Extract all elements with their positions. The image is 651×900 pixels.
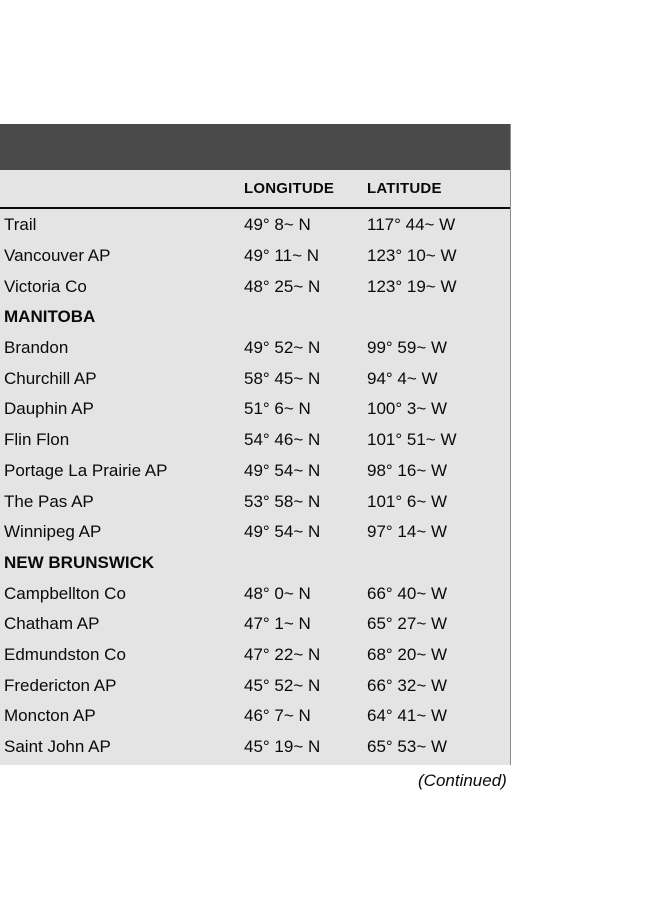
longitude-cell: 49° 52~ N bbox=[244, 338, 321, 358]
longitude-cell: 45° 52~ N bbox=[244, 675, 321, 695]
table-row: Winnipeg AP 49° 54~ N 97° 14~ W bbox=[0, 517, 510, 548]
section-header-label: NEW BRUNSWICK bbox=[4, 552, 155, 572]
table-row: Churchill AP 58° 45~ N 94° 4~ W bbox=[0, 363, 510, 394]
latitude-cell: 64° 41~ W bbox=[367, 706, 448, 726]
table-row: Edmundston Co 47° 22~ N 68° 20~ W bbox=[0, 640, 510, 671]
table-row: Saint John AP 45° 19~ N 65° 53~ W bbox=[0, 732, 510, 763]
latitude-cell: 65° 27~ W bbox=[367, 614, 448, 634]
city-cell: Vancouver AP bbox=[4, 246, 111, 266]
latitude-cell: 66° 40~ W bbox=[367, 583, 448, 603]
section-row-manitoba: MANITOBA bbox=[0, 302, 510, 333]
table-row: Trail 49° 8~ N 117° 44~ W bbox=[0, 210, 510, 241]
longitude-cell: 49° 8~ N bbox=[244, 215, 311, 235]
latitude-cell: 66° 32~ W bbox=[367, 675, 448, 695]
latitude-cell: 65° 53~ W bbox=[367, 737, 448, 757]
table-row: Campbellton Co 48° 0~ N 66° 40~ W bbox=[0, 578, 510, 609]
city-cell: Saint John AP bbox=[4, 737, 111, 757]
city-cell: Churchill AP bbox=[4, 368, 97, 388]
table-grid: LONGITUDE LATITUDE Trail 49° 8~ N 117° 4… bbox=[0, 170, 511, 766]
city-cell: Flin Flon bbox=[4, 430, 70, 450]
city-cell: The Pas AP bbox=[4, 491, 94, 511]
longitude-cell: 48° 25~ N bbox=[244, 276, 321, 296]
city-cell: Campbellton Co bbox=[4, 583, 126, 603]
city-cell: Winnipeg AP bbox=[4, 522, 102, 542]
table-row: Victoria Co 48° 25~ N 123° 19~ W bbox=[0, 271, 510, 302]
latitude-cell: 100° 3~ W bbox=[367, 399, 448, 419]
table-title-bar bbox=[0, 124, 511, 170]
latitude-cell: 117° 44~ W bbox=[367, 215, 456, 235]
table-row: Vancouver AP 49° 11~ N 123° 10~ W bbox=[0, 241, 510, 272]
longitude-cell: 49° 54~ N bbox=[244, 522, 321, 542]
table-row: Brandon 49° 52~ N 99° 59~ W bbox=[0, 333, 510, 364]
latitude-cell: 98° 16~ W bbox=[367, 460, 448, 480]
continued-label: (Continued) bbox=[418, 771, 507, 790]
longitude-cell: 49° 11~ N bbox=[244, 246, 320, 266]
section-row-new-brunswick: NEW BRUNSWICK bbox=[0, 548, 510, 579]
latitude-cell: 99° 59~ W bbox=[367, 338, 448, 358]
latitude-cell: 94° 4~ W bbox=[367, 368, 438, 388]
longitude-cell: 47° 22~ N bbox=[244, 644, 321, 664]
city-cell: Edmundston Co bbox=[4, 644, 126, 664]
latitude-cell: 101° 6~ W bbox=[367, 491, 448, 511]
city-cell: Dauphin AP bbox=[4, 399, 94, 419]
table-row: The Pas AP 53° 58~ N 101° 6~ W bbox=[0, 486, 510, 517]
table-row: Fredericton AP 45° 52~ N 66° 32~ W bbox=[0, 670, 510, 701]
column-header-longitude: LONGITUDE bbox=[244, 180, 335, 197]
city-cell: Chatham AP bbox=[4, 614, 100, 634]
longitude-cell: 46° 7~ N bbox=[244, 706, 311, 726]
latitude-cell: 97° 14~ W bbox=[367, 522, 448, 542]
city-cell: Portage La Prairie AP bbox=[4, 460, 168, 480]
table-header-row: LONGITUDE LATITUDE bbox=[0, 170, 510, 209]
city-cell: Brandon bbox=[4, 338, 69, 358]
city-cell: Fredericton AP bbox=[4, 675, 117, 695]
longitude-cell: 45° 19~ N bbox=[244, 737, 321, 757]
table-body: Trail 49° 8~ N 117° 44~ W Vancouver AP 4… bbox=[0, 209, 510, 765]
section-header-label: MANITOBA bbox=[4, 307, 96, 327]
longitude-cell: 53° 58~ N bbox=[244, 491, 321, 511]
longitude-cell: 47° 1~ N bbox=[244, 614, 311, 634]
city-cell: Trail bbox=[4, 215, 37, 235]
station-coordinates-table: LONGITUDE LATITUDE Trail 49° 8~ N 117° 4… bbox=[0, 124, 511, 766]
table-row: Chatham AP 47° 1~ N 65° 27~ W bbox=[0, 609, 510, 640]
latitude-cell: 101° 51~ W bbox=[367, 430, 457, 450]
latitude-cell: 123° 10~ W bbox=[367, 246, 457, 266]
latitude-cell: 123° 19~ W bbox=[367, 276, 457, 296]
city-cell: Moncton AP bbox=[4, 706, 96, 726]
table-row: Dauphin AP 51° 6~ N 100° 3~ W bbox=[0, 394, 510, 425]
latitude-cell: 68° 20~ W bbox=[367, 644, 448, 664]
table-row: Flin Flon 54° 46~ N 101° 51~ W bbox=[0, 425, 510, 456]
table-row: Portage La Prairie AP 49° 54~ N 98° 16~ … bbox=[0, 456, 510, 487]
longitude-cell: 48° 0~ N bbox=[244, 583, 311, 603]
longitude-cell: 49° 54~ N bbox=[244, 460, 321, 480]
longitude-cell: 54° 46~ N bbox=[244, 430, 321, 450]
longitude-cell: 58° 45~ N bbox=[244, 368, 321, 388]
longitude-cell: 51° 6~ N bbox=[244, 399, 311, 419]
table-row: Moncton AP 46° 7~ N 64° 41~ W bbox=[0, 701, 510, 732]
column-header-latitude: LATITUDE bbox=[367, 180, 442, 197]
city-cell: Victoria Co bbox=[4, 276, 87, 296]
